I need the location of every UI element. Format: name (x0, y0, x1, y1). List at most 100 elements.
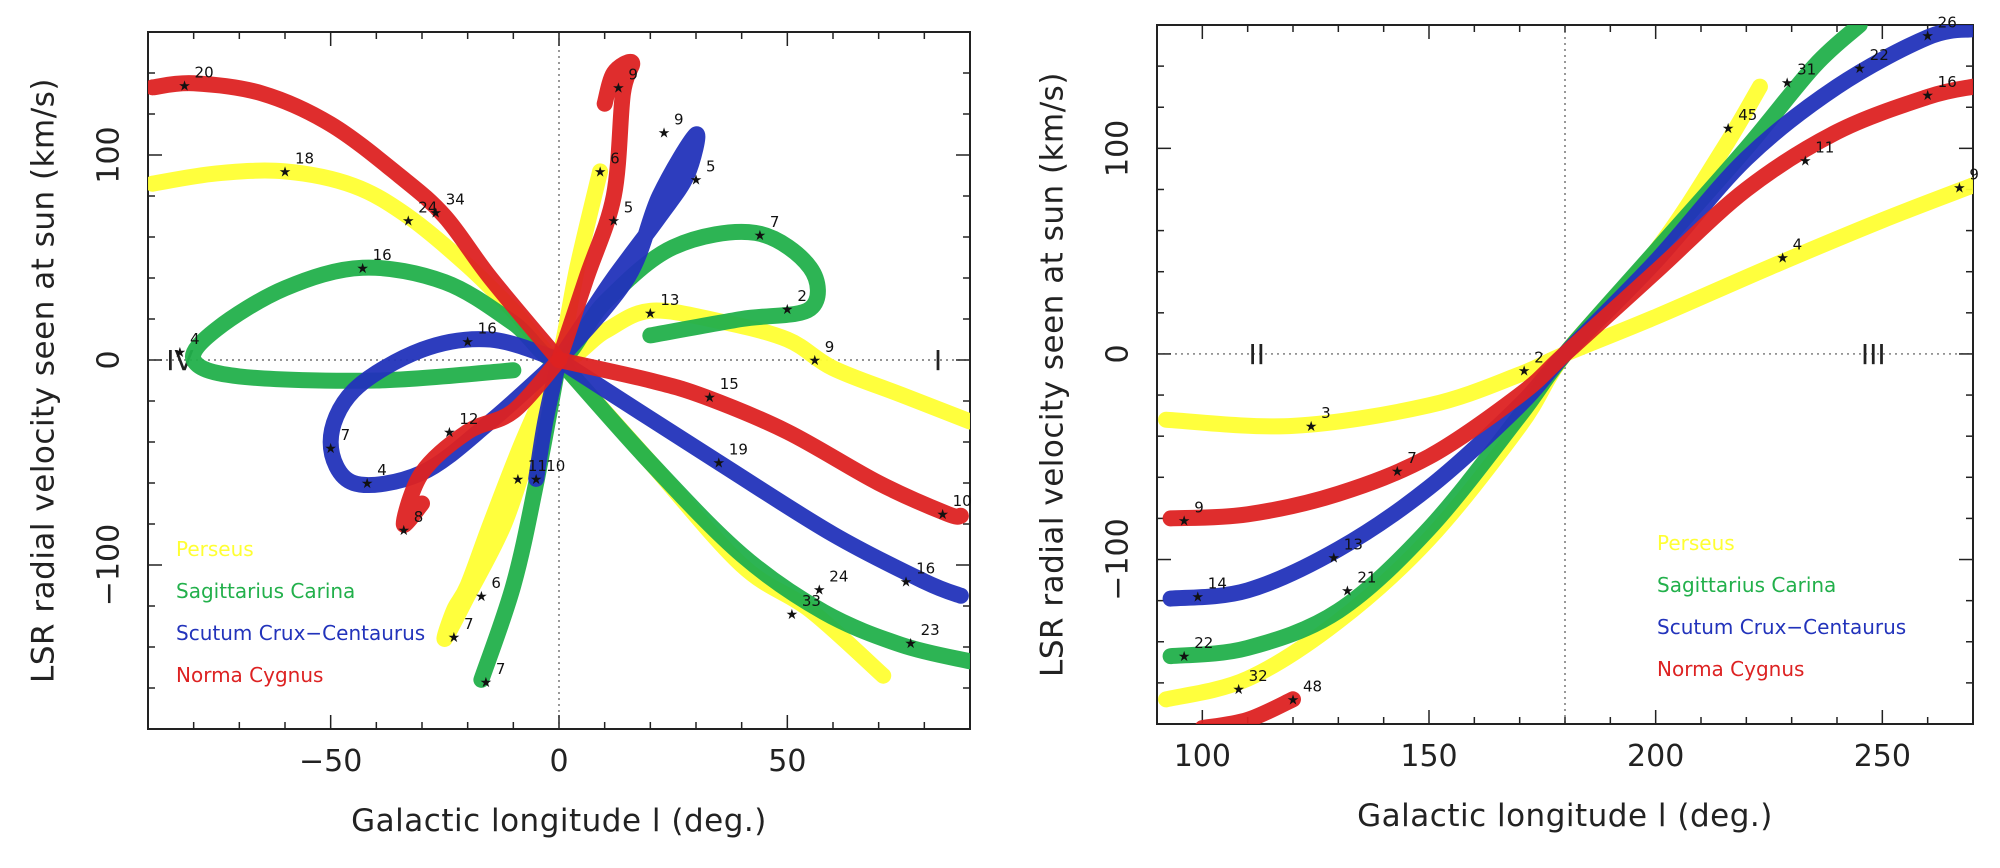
data-point-label: 14 (1208, 575, 1227, 593)
x-tick-label: 50 (768, 744, 806, 779)
data-point-marker: ★ (1953, 180, 1966, 196)
legend-entry: Scutum Crux−Centaurus (1657, 615, 1906, 639)
data-point-label: 13 (1344, 535, 1363, 553)
data-point-marker: ★ (1799, 154, 1812, 170)
data-point-label: 18 (295, 149, 314, 167)
data-point-label: 9 (1194, 498, 1204, 516)
data-point-marker: ★ (1776, 250, 1789, 266)
data-point-marker: ★ (900, 574, 913, 590)
series-line-scutum-crux-centaurus (551, 126, 706, 368)
data-point-marker: ★ (658, 125, 671, 141)
data-point-label: 9 (825, 338, 835, 356)
legend-entry: Sagittarius Carina (1657, 573, 1836, 597)
legend-entry: Norma Cygnus (176, 663, 323, 687)
quadrant-label: III (1861, 338, 1886, 371)
data-point-marker: ★ (608, 214, 621, 230)
data-point-label: 33 (802, 592, 821, 610)
data-point-label: 20 (195, 63, 214, 81)
data-point-label: 12 (459, 410, 478, 428)
series-curves (1158, 25, 1973, 724)
x-tick-label: −50 (299, 744, 362, 779)
data-point-label: 7 (1407, 449, 1417, 467)
data-point-label: 16 (478, 320, 497, 338)
data-point-label: 22 (1870, 46, 1889, 64)
data-point-marker: ★ (1781, 76, 1794, 92)
legend-entry: Norma Cygnus (1657, 657, 1804, 681)
data-point-marker: ★ (786, 607, 799, 623)
data-point-marker: ★ (1232, 682, 1245, 698)
data-point-marker: ★ (644, 306, 657, 322)
data-point-marker: ★ (1518, 363, 1531, 379)
x-tick-label: 100 (1174, 739, 1231, 774)
data-point-label: 23 (921, 621, 940, 639)
y-tick-label: −100 (92, 524, 127, 606)
data-point-marker: ★ (1287, 692, 1300, 708)
data-point-marker: ★ (713, 456, 726, 472)
data-point-label: 7 (770, 213, 780, 231)
series-line-norma-cygnus (551, 53, 641, 368)
legend-entry: Perseus (1657, 531, 1735, 555)
data-point-label: 4 (190, 330, 200, 348)
data-point-marker: ★ (361, 476, 374, 492)
legend-entry: Perseus (176, 537, 254, 561)
y-axis-title: LSR radial velocity seen at sun (km/s) (1035, 72, 1071, 677)
data-point-marker: ★ (594, 164, 607, 180)
x-tick-label: 250 (1854, 739, 1911, 774)
data-point-label: 9 (628, 65, 638, 83)
x-tick-label: 200 (1627, 739, 1684, 774)
data-point-marker: ★ (530, 472, 543, 488)
data-point-label: 11 (1815, 139, 1834, 157)
y-axis-title: LSR radial velocity seen at sun (km/s) (26, 78, 62, 683)
data-point-marker: ★ (1341, 583, 1354, 599)
x-axis-title: Galactic longitude l (deg.) (351, 803, 767, 839)
data-point-marker: ★ (1853, 61, 1866, 77)
data-point-label: 9 (674, 110, 684, 128)
data-point-marker: ★ (324, 441, 337, 457)
data-point-marker: ★ (279, 164, 292, 180)
series-line-sagittarius-carina (551, 352, 970, 670)
quadrant-label: I (934, 344, 942, 377)
data-point-label: 6 (610, 149, 620, 167)
series-curves (148, 53, 970, 688)
data-point-marker: ★ (174, 345, 187, 361)
data-point-marker: ★ (754, 228, 767, 244)
data-point-marker: ★ (612, 80, 625, 96)
data-point-marker: ★ (1722, 121, 1735, 137)
data-point-label: 22 (1194, 634, 1213, 652)
data-point-label: 4 (1793, 235, 1803, 253)
series-line-norma-cygnus (1162, 78, 1973, 527)
data-point-marker: ★ (402, 214, 415, 230)
data-point-marker: ★ (480, 675, 493, 691)
data-point-label: 10 (953, 492, 972, 510)
data-point-label: 5 (624, 199, 634, 217)
data-point-marker: ★ (808, 353, 821, 369)
data-point-marker: ★ (781, 302, 794, 318)
data-point-marker: ★ (1305, 419, 1318, 435)
data-point-marker: ★ (178, 78, 191, 94)
data-point-marker: ★ (429, 205, 442, 221)
data-point-marker: ★ (813, 583, 826, 599)
data-point-marker: ★ (1921, 28, 1934, 44)
data-point-marker: ★ (397, 523, 410, 539)
data-point-label: 13 (660, 291, 679, 309)
data-point-label: 26 (1938, 13, 1957, 31)
data-point-label: 32 (1249, 667, 1268, 685)
legend-entry: Sagittarius Carina (176, 579, 355, 603)
y-tick-label: 0 (1101, 344, 1136, 363)
data-point-label: 7 (464, 615, 474, 633)
y-tick-label: 100 (1101, 120, 1136, 177)
series-line-norma-cygnus (148, 75, 567, 368)
data-point-marker: ★ (1178, 513, 1191, 529)
data-point-label: 16 (1938, 73, 1957, 91)
y-tick-label: 0 (92, 350, 127, 369)
data-point-label: 7 (341, 426, 351, 444)
data-point-marker: ★ (356, 261, 369, 277)
data-point-label: 10 (546, 457, 565, 475)
data-point-marker: ★ (1178, 649, 1191, 665)
data-point-label: 19 (729, 441, 748, 459)
x-axis-title: Galactic longitude l (deg.) (1357, 798, 1773, 834)
series-line-norma-cygnus (395, 352, 567, 533)
data-point-marker: ★ (1192, 590, 1205, 606)
data-point-label: 24 (418, 199, 437, 217)
